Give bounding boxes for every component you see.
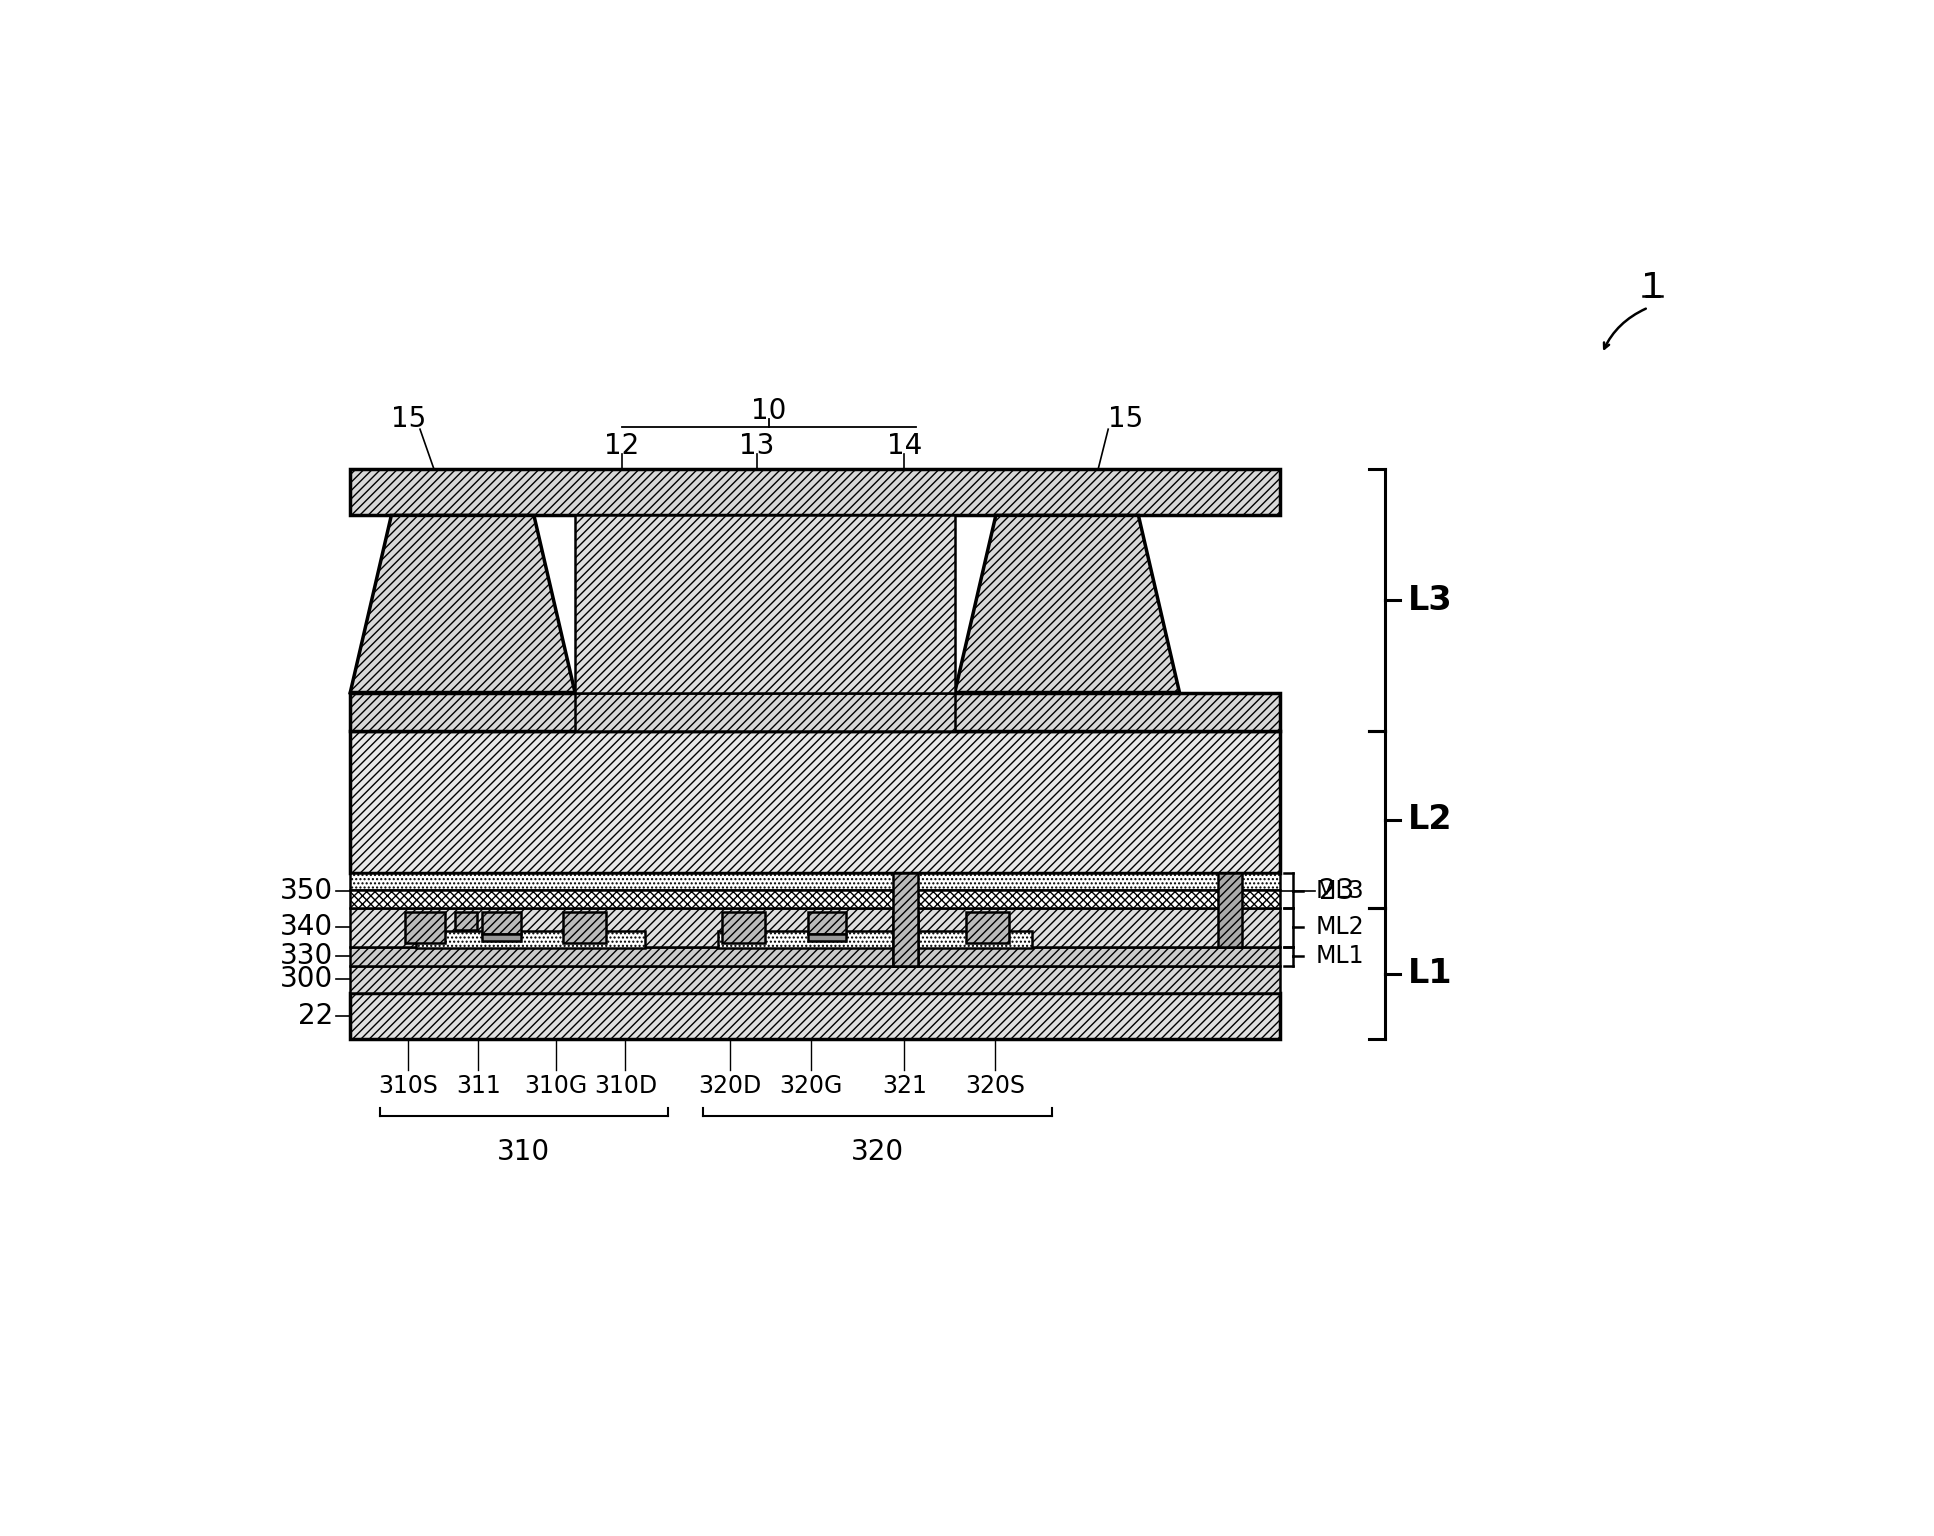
Text: 10: 10 (750, 398, 787, 425)
Text: L2: L2 (1408, 803, 1452, 836)
Bar (574, 516, 955, 693)
Bar (894, 874, 917, 966)
Bar (350, 946, 1280, 966)
Text: 311: 311 (456, 1074, 501, 1098)
Bar (1218, 874, 1242, 946)
Text: L1: L1 (1408, 957, 1452, 991)
Text: 340: 340 (280, 914, 333, 942)
Text: 310D: 310D (594, 1074, 658, 1098)
Bar (574, 693, 955, 731)
Text: 1: 1 (1640, 272, 1663, 306)
Bar (350, 908, 1280, 946)
Text: 13: 13 (739, 432, 776, 461)
Text: 12: 12 (603, 432, 638, 461)
Text: 15: 15 (1108, 406, 1143, 433)
Text: 23: 23 (1319, 877, 1354, 905)
Text: 14: 14 (888, 432, 923, 461)
Text: 321: 321 (882, 1074, 926, 1098)
Bar (404, 912, 445, 943)
Text: 320D: 320D (698, 1074, 762, 1098)
Text: L3: L3 (1408, 584, 1452, 616)
Text: 330: 330 (280, 942, 333, 971)
Text: 310S: 310S (379, 1074, 439, 1098)
Text: 300: 300 (280, 965, 333, 994)
Bar (808, 934, 847, 942)
Bar (894, 912, 917, 966)
Bar (808, 912, 847, 934)
Bar (454, 912, 476, 929)
Bar (967, 912, 1010, 943)
Text: 320: 320 (851, 1138, 903, 1166)
Text: ML3: ML3 (1315, 879, 1363, 903)
Text: ML1: ML1 (1315, 945, 1363, 968)
Bar (350, 992, 1280, 1038)
Text: 15: 15 (391, 406, 425, 433)
Bar (350, 468, 1280, 516)
Text: ML2: ML2 (1315, 915, 1363, 940)
Bar (350, 874, 1280, 891)
Text: 350: 350 (280, 877, 333, 905)
Bar (416, 931, 644, 948)
Bar (563, 912, 605, 943)
Text: 310G: 310G (524, 1074, 588, 1098)
Bar (350, 693, 1280, 731)
Polygon shape (350, 516, 574, 693)
Bar (350, 966, 1280, 992)
Text: 320S: 320S (965, 1074, 1025, 1098)
Text: 22: 22 (298, 1001, 333, 1031)
Bar (350, 731, 1280, 874)
Polygon shape (955, 516, 1180, 693)
Bar (482, 912, 520, 934)
Text: 320G: 320G (779, 1074, 843, 1098)
Text: 310: 310 (497, 1138, 551, 1166)
Bar (350, 891, 1280, 908)
Bar (718, 931, 1033, 948)
Bar (482, 934, 520, 942)
Bar (721, 912, 764, 943)
